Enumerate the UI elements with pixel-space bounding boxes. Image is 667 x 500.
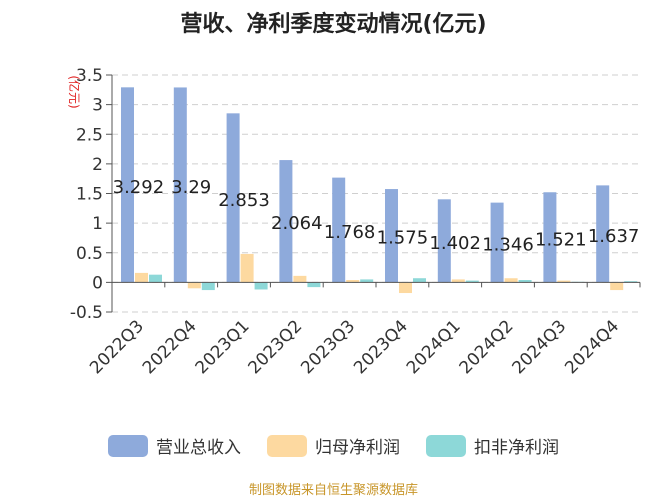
x-tick-label: 2022Q3: [86, 316, 148, 378]
chart-title: 营收、净利季度变动情况(亿元): [180, 12, 487, 37]
net-profit-bar: [610, 282, 624, 291]
net-profit-bar: [399, 282, 412, 294]
y-tick-label: -0.5: [70, 303, 103, 323]
revenue-data-label: 2.064: [271, 213, 323, 234]
revenue-bar: [437, 199, 451, 283]
legend-swatch-net-profit: [267, 434, 307, 457]
revenue-data-label: 2.853: [218, 190, 270, 211]
x-tick-label: 2024Q4: [561, 316, 623, 378]
legend-item-net-profit[interactable]: 归母净利润: [267, 433, 400, 458]
legend-item-deducted-net-profit[interactable]: 扣非净利润: [426, 433, 559, 458]
x-tick-label: 2023Q4: [350, 316, 412, 378]
revenue-data-label: 3.29: [171, 177, 211, 198]
revenue-bar: [332, 177, 346, 283]
y-tick-label: 3: [92, 96, 103, 116]
net-profit-bar: [135, 272, 148, 283]
revenue-data-label: 1.402: [429, 233, 481, 254]
legend-swatch-revenue: [108, 434, 148, 457]
y-axis-label: (亿元): [67, 75, 82, 108]
net-profit-bar: [557, 280, 571, 283]
data-source-note: 制图数据来自恒生聚源数据库: [248, 483, 418, 498]
revenue-bar: [490, 202, 504, 283]
y-tick-label: 0.5: [76, 244, 103, 264]
y-tick-label: 0: [92, 273, 103, 293]
deducted-net-profit-bar: [307, 282, 321, 288]
x-tick-label: 2023Q3: [297, 316, 359, 378]
y-tick-label: 1.5: [76, 185, 103, 205]
revenue-data-label: 1.768: [324, 222, 376, 243]
legend-label-deducted-net-profit: 扣非净利润: [474, 438, 559, 458]
revenue-bar: [385, 189, 398, 283]
net-profit-bar: [504, 278, 518, 283]
legend-label-net-profit: 归母净利润: [315, 438, 400, 458]
revenue-bar: [543, 192, 557, 283]
x-tick-label: 2023Q1: [192, 316, 254, 378]
revenue-data-label: 3.292: [113, 177, 165, 198]
x-tick-label: 2024Q1: [403, 316, 465, 378]
deducted-net-profit-bar: [201, 282, 215, 291]
legend-item-revenue[interactable]: 营业总收入: [108, 433, 241, 458]
deducted-net-profit-bar: [360, 279, 374, 283]
revenue-bar: [596, 185, 610, 283]
deducted-net-profit-bar: [518, 280, 532, 283]
revenue-data-label: 1.637: [588, 226, 640, 247]
net-profit-bar: [240, 253, 254, 283]
net-profit-bar: [451, 279, 465, 283]
revenue-data-label: 1.346: [482, 234, 534, 255]
y-tick-label: 1: [92, 214, 103, 234]
legend-swatch-deducted-net-profit: [426, 434, 466, 457]
legend-label-revenue: 营业总收入: [156, 438, 241, 458]
deducted-net-profit-bar: [254, 282, 268, 290]
revenue-bar: [279, 160, 293, 283]
revenue-bar: [173, 87, 187, 283]
deducted-net-profit-bar: [413, 278, 426, 283]
revenue-bar: [226, 113, 240, 283]
deducted-net-profit-bar: [465, 280, 479, 283]
net-profit-bar: [187, 282, 201, 289]
revenue-data-label: 1.575: [377, 228, 429, 249]
revenue-data-label: 1.521: [535, 229, 587, 250]
y-tick-label: 3.5: [76, 66, 103, 86]
bar-chart: -0.500.511.522.533.52022Q32022Q42023Q120…: [67, 66, 641, 378]
x-tick-label: 2022Q4: [139, 316, 201, 378]
y-tick-label: 2.5: [76, 125, 103, 145]
deducted-net-profit-bar: [149, 274, 162, 283]
x-tick-label: 2024Q2: [456, 316, 518, 378]
revenue-bar: [121, 87, 134, 283]
net-profit-bar: [346, 280, 360, 283]
x-tick-label: 2024Q3: [508, 316, 570, 378]
y-tick-label: 2: [92, 155, 103, 175]
x-tick-label: 2023Q2: [244, 316, 306, 378]
net-profit-bar: [293, 275, 307, 283]
deducted-net-profit-bar: [624, 281, 638, 283]
legend: 营业总收入 归母净利润 扣非净利润: [0, 433, 667, 458]
